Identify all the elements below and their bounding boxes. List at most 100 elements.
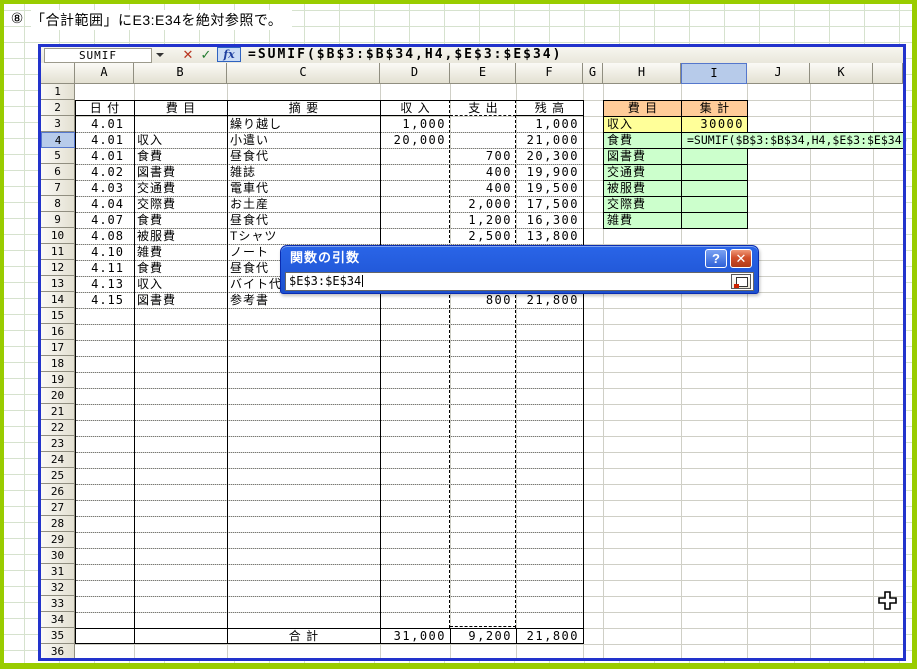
column-header-D[interactable]: D — [380, 63, 450, 84]
cell-C14[interactable]: 参考書 — [230, 293, 270, 307]
column-header-I[interactable]: I — [681, 63, 747, 84]
row-header-1[interactable]: 1 — [41, 84, 75, 100]
cell-F8[interactable]: 17,500 — [526, 197, 579, 211]
cell-F7[interactable]: 19,500 — [526, 181, 579, 195]
cell-I3[interactable]: 30000 — [681, 116, 748, 133]
cell-B8[interactable]: 交際費 — [137, 197, 177, 211]
column-header-K[interactable]: K — [810, 63, 873, 84]
row-header-27[interactable]: 27 — [41, 500, 75, 516]
cell-H5[interactable]: 図書費 — [603, 148, 682, 165]
row-header-29[interactable]: 29 — [41, 532, 75, 548]
cell-A13[interactable]: 4.13 — [91, 277, 124, 291]
cell-C8[interactable]: お土産 — [230, 197, 270, 211]
cell-E14[interactable]: 800 — [485, 293, 512, 307]
cell-H3[interactable]: 収入 — [603, 116, 682, 133]
row-header-35[interactable]: 35 — [41, 628, 75, 644]
row-header-34[interactable]: 34 — [41, 612, 75, 628]
cell-A3[interactable]: 4.01 — [91, 117, 124, 131]
row-header-7[interactable]: 7 — [41, 180, 75, 196]
insert-function-button[interactable]: fx — [217, 47, 241, 62]
column-header-C[interactable]: C — [227, 63, 380, 84]
row-header-28[interactable]: 28 — [41, 516, 75, 532]
row-header-2[interactable]: 2 — [41, 100, 75, 116]
cell-C13[interactable]: バイト代 — [230, 277, 283, 291]
row-header-14[interactable]: 14 — [41, 292, 75, 308]
dialog-help-button[interactable]: ? — [705, 249, 727, 268]
row-header-8[interactable]: 8 — [41, 196, 75, 212]
row-header-25[interactable]: 25 — [41, 468, 75, 484]
column-header-F[interactable]: F — [516, 63, 583, 84]
row-header-33[interactable]: 33 — [41, 596, 75, 612]
row-header-18[interactable]: 18 — [41, 356, 75, 372]
cell-A12[interactable]: 4.11 — [91, 261, 124, 275]
cancel-entry-icon[interactable]: ✕ — [182, 47, 194, 62]
column-header-G[interactable]: G — [583, 63, 603, 84]
cell-B13[interactable]: 収入 — [137, 277, 164, 291]
cell-B10[interactable]: 被服費 — [137, 229, 177, 243]
cell-E6[interactable]: 400 — [485, 165, 512, 179]
name-box-dropdown-icon[interactable] — [152, 48, 167, 63]
cell-F9[interactable]: 16,300 — [526, 213, 579, 227]
cell-C7[interactable]: 電車代 — [230, 181, 270, 195]
cell-A9[interactable]: 4.07 — [91, 213, 124, 227]
row-header-23[interactable]: 23 — [41, 436, 75, 452]
column-header-extra[interactable] — [873, 63, 903, 84]
cell-E10[interactable]: 2,500 — [468, 229, 512, 243]
sheet-area[interactable] — [75, 84, 903, 658]
dialog-close-button[interactable]: ✕ — [730, 249, 752, 268]
confirm-entry-icon[interactable]: ✓ — [200, 47, 212, 62]
cell-F10[interactable]: 13,800 — [526, 229, 579, 243]
cell-H6[interactable]: 交通費 — [603, 164, 682, 181]
cell-C11[interactable]: ノート — [230, 245, 270, 259]
cell-E9[interactable]: 1,200 — [468, 213, 512, 227]
dialog-title-bar[interactable]: 関数の引数 — [281, 246, 758, 271]
cell-A11[interactable]: 4.10 — [91, 245, 124, 259]
row-header-5[interactable]: 5 — [41, 148, 75, 164]
row-header-32[interactable]: 32 — [41, 580, 75, 596]
row-header-11[interactable]: 11 — [41, 244, 75, 260]
cell-B4[interactable]: 収入 — [137, 133, 164, 147]
cell-C6[interactable]: 雑誌 — [230, 165, 257, 179]
row-header-30[interactable]: 30 — [41, 548, 75, 564]
cell-D3[interactable]: 1,000 — [402, 117, 446, 131]
cell-edit-overlay-I4[interactable]: =SUMIF($B$3:$B$34,H4,$E$3:$E$34) — [681, 132, 909, 149]
cell-B14[interactable]: 図書費 — [137, 293, 177, 307]
cell-A4[interactable]: 4.01 — [91, 133, 124, 147]
cell-B12[interactable]: 食費 — [137, 261, 164, 275]
cell-B9[interactable]: 食費 — [137, 213, 164, 227]
cell-A5[interactable]: 4.01 — [91, 149, 124, 163]
column-header-E[interactable]: E — [450, 63, 516, 84]
cell-C3[interactable]: 繰り越し — [230, 117, 283, 131]
cell-F5[interactable]: 20,300 — [526, 149, 579, 163]
column-header-H[interactable]: H — [603, 63, 681, 84]
cell-A10[interactable]: 4.08 — [91, 229, 124, 243]
row-header-10[interactable]: 10 — [41, 228, 75, 244]
cell-B11[interactable]: 雑費 — [137, 245, 164, 259]
row-header-22[interactable]: 22 — [41, 420, 75, 436]
row-header-16[interactable]: 16 — [41, 324, 75, 340]
cell-I7[interactable] — [681, 180, 748, 197]
row-header-13[interactable]: 13 — [41, 276, 75, 292]
cell-F14[interactable]: 21,800 — [526, 293, 579, 307]
cell-H4[interactable]: 食費 — [603, 132, 682, 149]
cell-A14[interactable]: 4.15 — [91, 293, 124, 307]
cell-A7[interactable]: 4.03 — [91, 181, 124, 195]
cell-C5[interactable]: 昼食代 — [230, 149, 270, 163]
row-header-20[interactable]: 20 — [41, 388, 75, 404]
cell-A8[interactable]: 4.04 — [91, 197, 124, 211]
cell-E8[interactable]: 2,000 — [468, 197, 512, 211]
row-header-24[interactable]: 24 — [41, 452, 75, 468]
cell-B5[interactable]: 食費 — [137, 149, 164, 163]
cell-C12[interactable]: 昼食代 — [230, 261, 270, 275]
cell-I9[interactable] — [681, 212, 748, 229]
row-header-15[interactable]: 15 — [41, 308, 75, 324]
cell-I8[interactable] — [681, 196, 748, 213]
cell-I6[interactable] — [681, 164, 748, 181]
cell-C4[interactable]: 小遣い — [230, 133, 270, 147]
row-header-4[interactable]: 4 — [41, 132, 75, 148]
cell-B7[interactable]: 交通費 — [137, 181, 177, 195]
row-header-6[interactable]: 6 — [41, 164, 75, 180]
cell-E7[interactable]: 400 — [485, 181, 512, 195]
name-box[interactable]: SUMIF — [44, 48, 152, 63]
formula-input[interactable]: =SUMIF($B$3:$B$34,H4,$E$3:$E$34) — [248, 47, 563, 62]
